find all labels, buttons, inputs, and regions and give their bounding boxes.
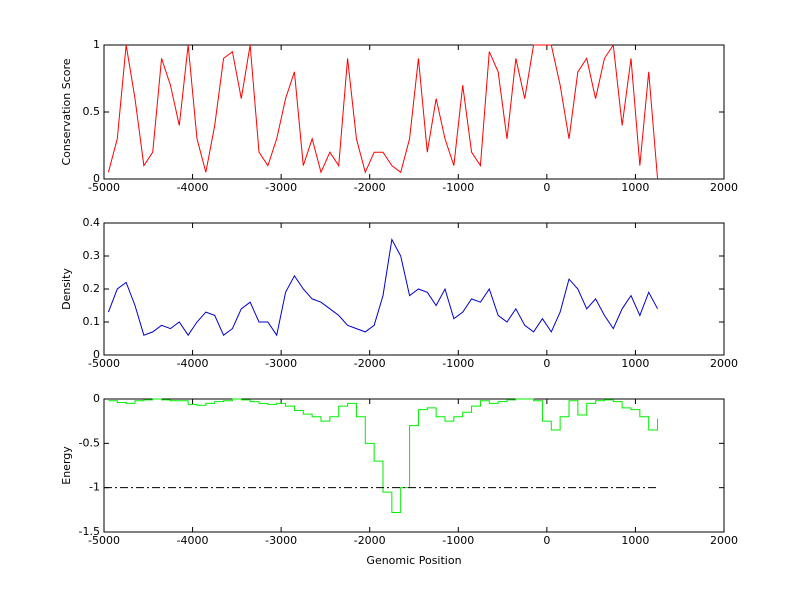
- axes-box: [103, 398, 725, 533]
- x-tick-label: -5000: [88, 181, 120, 194]
- x-tick-label: -4000: [177, 534, 209, 547]
- y-tick-label: -1.5: [79, 525, 100, 538]
- x-tick-label: 0: [543, 534, 550, 547]
- x-tick-label: 0: [543, 181, 550, 194]
- data-line: [107, 43, 659, 180]
- x-tick-label: -5000: [88, 357, 120, 370]
- x-tick-label: -1000: [442, 534, 474, 547]
- x-tick-label: 1000: [621, 534, 649, 547]
- x-tick-label: -2000: [354, 357, 386, 370]
- x-tick-label: -3000: [265, 357, 297, 370]
- x-tick-label: 2000: [710, 357, 738, 370]
- y-tick-label: -1: [89, 481, 100, 494]
- y-tick-label: 0: [93, 172, 100, 185]
- x-tick-label: 2000: [710, 534, 738, 547]
- y-axis-label: Conservation Score: [60, 58, 73, 165]
- y-tick-label: 1: [93, 38, 100, 51]
- x-tick-label: -2000: [354, 534, 386, 547]
- data-line: [107, 237, 659, 337]
- x-tick-label: -3000: [265, 534, 297, 547]
- x-axis-label: Genomic Position: [366, 554, 461, 567]
- y-tick-label: 0.5: [83, 105, 101, 118]
- y-tick-label: 0.1: [83, 315, 101, 328]
- y-tick-label: 0.2: [83, 282, 101, 295]
- x-tick-label: 2000: [710, 181, 738, 194]
- y-tick-label: 0: [93, 348, 100, 361]
- x-tick-label: 1000: [621, 357, 649, 370]
- axes-box: [103, 44, 725, 180]
- x-tick-label: 1000: [621, 181, 649, 194]
- x-tick-label: -3000: [265, 181, 297, 194]
- y-tick-label: -0.5: [79, 436, 100, 449]
- x-tick-label: -4000: [177, 181, 209, 194]
- y-tick-label: 0.3: [83, 249, 101, 262]
- axes-box: [103, 222, 725, 356]
- x-tick-label: -5000: [88, 534, 120, 547]
- x-tick-label: -4000: [177, 357, 209, 370]
- x-tick-label: -2000: [354, 181, 386, 194]
- y-tick-label: 0: [93, 392, 100, 405]
- y-axis-label: Energy: [60, 446, 73, 485]
- y-axis-label: Density: [60, 268, 73, 310]
- y-tick-label: 0.4: [83, 216, 101, 229]
- x-tick-label: 0: [543, 357, 550, 370]
- x-tick-label: -1000: [442, 181, 474, 194]
- data-line: [108, 398, 659, 513]
- x-tick-label: -1000: [442, 357, 474, 370]
